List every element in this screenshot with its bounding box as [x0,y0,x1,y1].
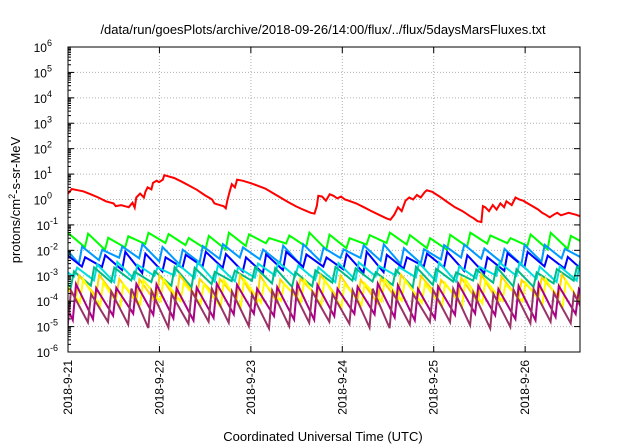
y-tick-label: 103 [34,114,52,131]
y-tick-base: 10 [37,321,51,335]
y-tick-exp: 0 [47,191,52,201]
x-axis: 2018-9-21 2018-9-22 2018-9-23 2018-9-24 2018… [61,47,532,415]
y-tick-label: 10-6 [37,343,58,360]
y-tick-base: 10 [37,346,51,360]
y-tick-exp: 1 [47,165,52,175]
y-tick-exp: -1 [50,216,58,226]
y-tick-label: 106 [34,38,52,55]
y-tick-label: 101 [34,165,52,182]
series-line-4 [68,259,580,285]
y-tick-exp: -3 [50,267,58,277]
y-tick-label: 10-3 [37,267,58,284]
y-tick-label: 104 [34,89,52,106]
y-tick-base: 10 [34,168,48,182]
y-tick-base: 10 [34,117,48,131]
y-tick-label: 102 [34,140,52,157]
x-axis-label: Coordinated Universal Time (UTC) [223,429,422,444]
y-tick-label: 105 [34,63,52,80]
y-tick-base: 10 [34,41,48,55]
y-tick-exp: 6 [47,38,52,48]
y-tick-base: 10 [37,244,51,258]
y-axis-label: protons/cm2-s-sr-MeV [7,136,23,263]
series-line-8 [68,279,580,324]
series-line-5 [68,264,580,290]
y-tick-label: 10-5 [37,318,58,335]
x-tick-label: 2018-9-24 [335,360,349,415]
x-tick-label: 2018-9-22 [152,360,166,415]
y-tick-label: 10-1 [37,216,58,233]
x-tick-label: 2018-9-26 [518,360,532,415]
y-tick-exp: -4 [50,292,58,302]
y-tick-label: 10-4 [37,292,58,309]
y-tick-exp: -5 [50,318,58,328]
series-line-1 [68,230,580,252]
series-line-9 [68,284,580,333]
chart-title: /data/run/goesPlots/archive/2018-09-26/1… [100,22,546,37]
y-tick-base: 10 [37,295,51,309]
y-tick-base: 10 [37,270,51,284]
y-tick-exp: 3 [47,114,52,124]
y-tick-exp: -6 [50,343,58,353]
y-tick-base: 10 [37,219,51,233]
y-tick-exp: 2 [47,140,52,150]
y-tick-exp: 4 [47,89,52,99]
y-axis: 10610510410310210110010-110-210-310-410-… [34,38,580,360]
y-tick-base: 10 [34,66,48,80]
series-line-2 [68,242,580,267]
x-tick-label: 2018-9-23 [244,360,258,415]
y-axis-label-sup: 2 [7,194,17,199]
y-tick-exp: 5 [47,63,52,73]
y-tick-base: 10 [34,194,48,208]
y-tick-base: 10 [34,143,48,157]
series-line-0 [68,173,580,224]
series-group [68,173,580,333]
x-tick-label: 2018-9-25 [427,360,441,415]
y-axis-label-prefix: protons/cm [8,199,23,263]
data-series [68,173,580,333]
y-tick-exp: -2 [50,241,58,251]
y-tick-base: 10 [34,92,48,106]
y-axis-label-suffix: -s-sr-MeV [8,136,23,193]
y-tick-label: 100 [34,191,52,208]
x-tick-label: 2018-9-21 [61,360,75,415]
y-tick-label: 10-2 [37,241,58,258]
